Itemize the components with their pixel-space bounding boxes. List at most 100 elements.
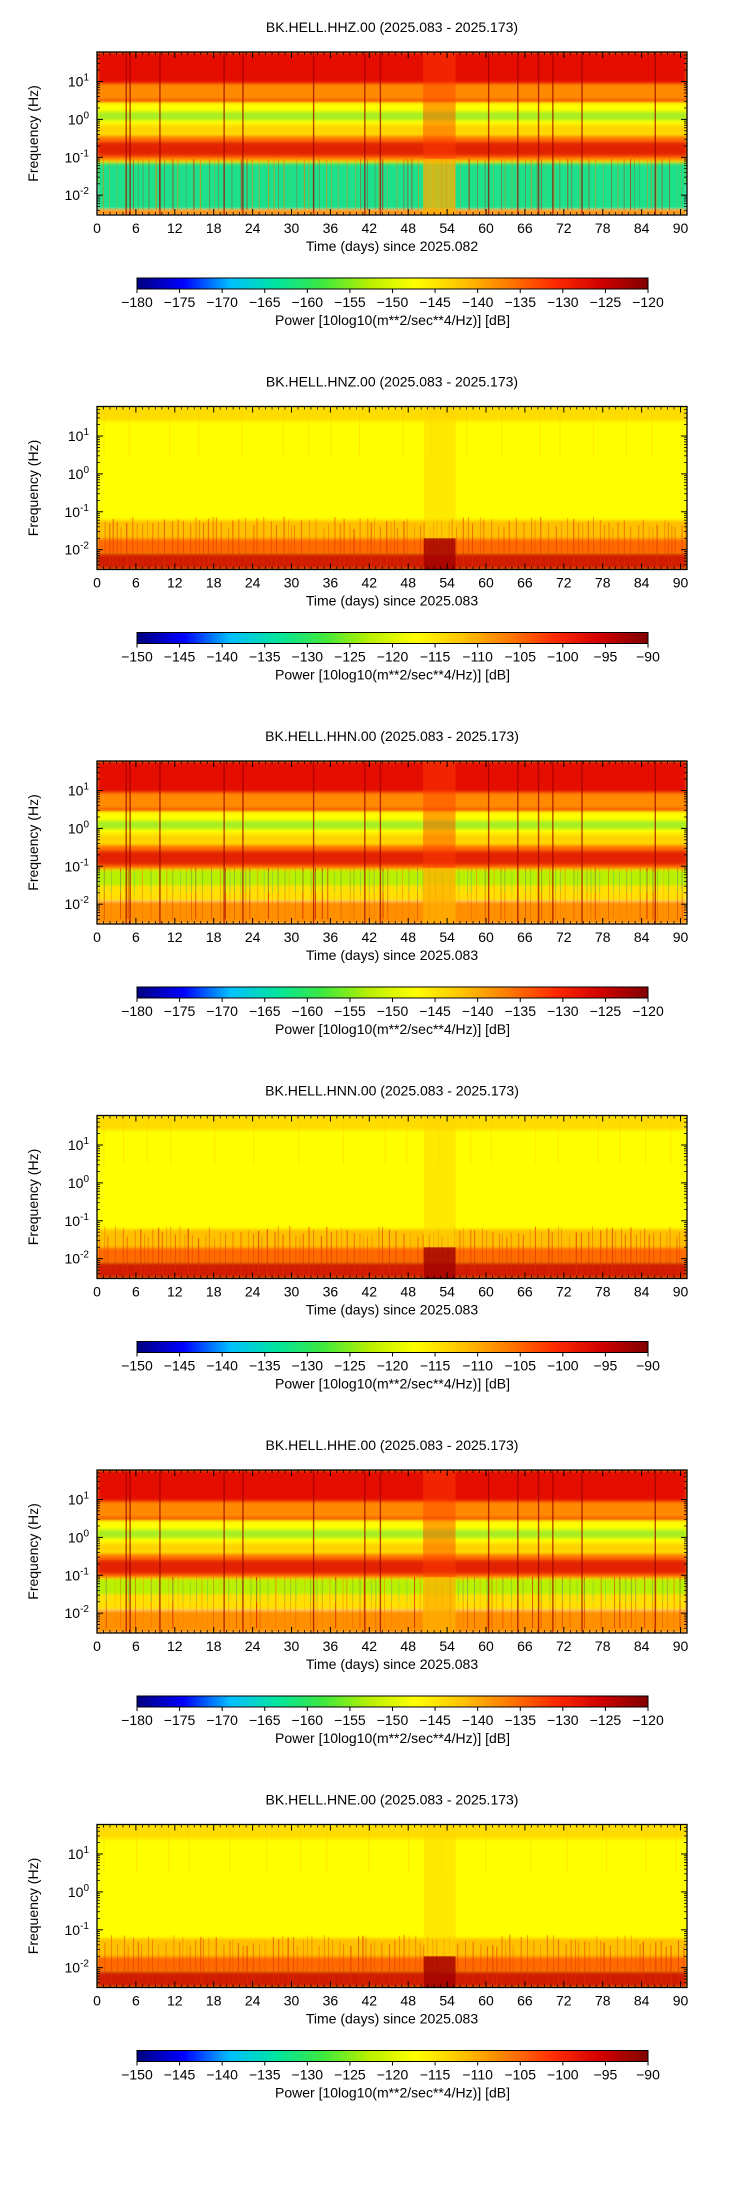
heatmap-stripe	[301, 520, 302, 566]
heatmap-stripe	[124, 1936, 125, 1982]
heatmap-stripe	[327, 868, 328, 919]
heatmap-stripe	[548, 522, 549, 568]
y-tick-label: 10-2	[65, 186, 90, 203]
colorbar-tick-label: −125	[334, 1358, 366, 1374]
heatmap-band	[97, 520, 687, 538]
heatmap-stripe	[578, 1942, 579, 1988]
x-tick-label: 24	[245, 1284, 261, 1300]
heatmap-stripe	[290, 1581, 291, 1602]
heatmap-band-microseism	[97, 142, 687, 156]
heatmap-stripe	[483, 519, 484, 565]
x-tick-label: 42	[362, 575, 378, 591]
colorbar-tick-label: −120	[632, 1003, 664, 1019]
y-tick-label: 101	[68, 1845, 90, 1862]
heatmap-stripe	[288, 519, 289, 565]
heatmap-stripe	[509, 1935, 510, 1981]
heatmap-stripe	[634, 159, 635, 210]
heatmap-stripe	[463, 517, 464, 563]
heatmap-stripe	[663, 1581, 664, 1602]
heatmap-stripe	[670, 1227, 671, 1273]
heatmap-stripe	[465, 1941, 466, 1987]
heatmap-stripe	[168, 1825, 169, 1874]
heatmap-stripe	[389, 1230, 390, 1276]
heatmap-event	[126, 761, 127, 924]
colorbar-tick-label: −180	[121, 1003, 153, 1019]
y-tick-exponent: -2	[80, 541, 89, 552]
heatmap-stripe	[142, 524, 143, 570]
heatmap-stripe	[297, 159, 298, 210]
heatmap-stripe	[670, 1116, 671, 1165]
y-tick-label: 10-2	[65, 1959, 90, 1976]
heatmap-event	[129, 761, 130, 924]
heatmap-stripe	[554, 159, 555, 210]
x-tick-label: 30	[284, 1638, 300, 1654]
heatmap-event	[488, 52, 489, 215]
x-tick-label: 18	[206, 1993, 222, 2009]
heatmap-stripe	[403, 407, 404, 456]
heatmap-stripe	[275, 1577, 276, 1628]
chart-title: BK.HELL.HHZ.00 (2025.083 - 2025.173)	[266, 19, 518, 35]
heatmap-stripe	[527, 1935, 528, 1981]
heatmap-stripe	[595, 159, 596, 210]
heatmap-stripe	[460, 159, 461, 210]
heatmap-stripe	[310, 1581, 311, 1602]
heatmap-stripe	[593, 517, 594, 563]
heatmap-stripe	[379, 159, 380, 210]
heatmap-band	[97, 1247, 687, 1262]
x-tick-label: 6	[132, 1638, 140, 1654]
heatmap-stripe	[319, 159, 320, 210]
heatmap-stripe	[653, 527, 654, 573]
chart-title: BK.HELL.HHE.00 (2025.083 - 2025.173)	[266, 1437, 519, 1453]
heatmap-stripe	[571, 159, 572, 210]
heatmap-stripe	[241, 1232, 242, 1278]
heatmap-stripe	[319, 1946, 320, 1992]
chart-title: BK.HELL.HNZ.00 (2025.083 - 2025.173)	[266, 374, 518, 390]
heatmap-stripe	[595, 872, 596, 893]
x-tick-label: 6	[132, 1993, 140, 2009]
heatmap-gap	[424, 1956, 456, 1987]
colorbar-tick-label: −160	[292, 1003, 324, 1019]
heatmap-stripe	[104, 872, 105, 893]
heatmap-gap	[423, 1470, 455, 1577]
y-tick-base: 10	[68, 428, 84, 444]
x-tick-label: 84	[634, 575, 650, 591]
heatmap-stripe	[326, 1227, 327, 1273]
y-tick-exponent: -1	[80, 1212, 89, 1223]
heatmap-stripe	[207, 1581, 208, 1602]
x-axis-label: Time (days) since 2025.083	[306, 1302, 478, 1318]
colorbar-tick-label: −120	[377, 2067, 409, 2083]
heatmap-event	[517, 761, 518, 924]
heatmap-stripe	[134, 872, 135, 893]
heatmap-stripe	[341, 1227, 342, 1273]
heatmap-stripe	[360, 159, 361, 210]
heatmap-stripe	[418, 159, 419, 210]
heatmap-gap	[423, 159, 455, 215]
heatmap-event	[159, 1470, 160, 1633]
heatmap-stripe	[391, 522, 392, 568]
heatmap-stripe	[644, 1229, 645, 1275]
heatmap-band-low	[97, 163, 687, 209]
heatmap-stripe	[180, 1226, 181, 1272]
y-tick-label: 100	[68, 819, 90, 836]
heatmap-event	[223, 761, 224, 924]
colorbar-label: Power [10log10(m**2/sec**4/Hz)] [dB]	[275, 667, 510, 683]
y-tick-base: 10	[65, 1251, 81, 1267]
colorbar-tick-label: −135	[504, 1003, 536, 1019]
heatmap-stripe	[391, 1581, 392, 1602]
heatmap-event	[223, 1470, 224, 1633]
heatmap-stripe	[284, 1581, 285, 1602]
heatmap-event	[364, 1470, 365, 1633]
x-tick-label: 90	[673, 1284, 689, 1300]
heatmap-stripe	[171, 1226, 172, 1272]
x-tick-label: 72	[556, 220, 572, 236]
heatmap-stripe	[630, 159, 631, 210]
heatmap-stripe	[661, 1941, 662, 1987]
heatmap-stripe	[206, 1235, 207, 1281]
heatmap-stripe	[152, 523, 153, 569]
x-tick-label: 42	[362, 1284, 378, 1300]
heatmap-stripe	[148, 1936, 149, 1982]
heatmap-stripe	[463, 1228, 464, 1274]
y-tick-exponent: -1	[80, 857, 89, 868]
heatmap-stripe	[411, 159, 412, 210]
y-tick-label: 10-1	[65, 1212, 90, 1229]
